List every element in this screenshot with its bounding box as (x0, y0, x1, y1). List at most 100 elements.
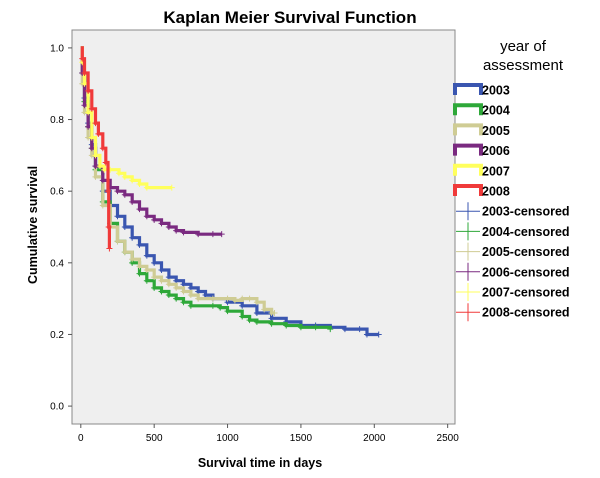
censor-mark (173, 227, 180, 234)
legend-swatch (456, 283, 480, 301)
censor-mark (114, 188, 121, 195)
censor-mark (375, 331, 382, 338)
censor-mark (85, 109, 92, 116)
censor-mark (129, 234, 136, 241)
legend-swatch (456, 242, 480, 261)
censor-mark (121, 173, 128, 180)
censor-mark (218, 231, 225, 238)
censor-mark (104, 188, 111, 195)
censor-mark (158, 220, 165, 227)
legend-item-2007-censored: 2007-censored (456, 283, 570, 301)
censor-mark (136, 241, 143, 248)
legend-swatch (453, 83, 483, 95)
censor-mark (151, 274, 158, 281)
legend-label: 2007-censored (482, 286, 570, 300)
x-tick-label: 1000 (216, 433, 239, 444)
legend-label: 2006-censored (482, 265, 570, 279)
censor-mark (99, 145, 106, 152)
legend-swatch (456, 303, 480, 322)
censor-mark (81, 102, 88, 109)
legend-title-line: assessment (483, 57, 564, 74)
censor-mark (85, 123, 92, 130)
censor-mark (158, 277, 165, 284)
legend-item-2003: 2003 (453, 83, 510, 98)
legend-entries: 2003 2004 2005 2006 2007 2008 2003-censored 200… (453, 83, 570, 322)
chart-title: Kaplan Meier Survival Function (163, 8, 416, 27)
censor-mark (85, 87, 92, 94)
y-tick-label: 0.8 (50, 115, 64, 126)
censor-mark (180, 288, 187, 295)
legend-item-2006: 2006 (453, 143, 510, 158)
legend-swatch (453, 163, 483, 176)
x-axis-label: Survival time in days (198, 456, 322, 470)
x-axis: 0 500 1000 1500 2000 2500 (78, 424, 459, 444)
censor-marks-2008 (79, 55, 113, 252)
legend-item-2007: 2007 (453, 163, 510, 178)
censor-mark (115, 170, 122, 177)
censor-mark (143, 252, 150, 259)
censor-mark (239, 313, 246, 320)
censor-mark (195, 288, 202, 295)
legend-label: 2003-censored (482, 205, 570, 219)
censor-mark (99, 202, 106, 209)
legend-label: 2004-censored (482, 225, 570, 239)
censor-mark (88, 105, 95, 112)
censor-mark (151, 259, 158, 266)
y-tick-label: 0.6 (50, 187, 64, 198)
censor-mark (239, 302, 246, 309)
censor-mark (271, 309, 278, 316)
legend-swatch (453, 143, 483, 156)
y-tick-label: 0.4 (50, 258, 64, 269)
legend-swatch (456, 202, 480, 221)
x-tick-label: 1500 (290, 433, 313, 444)
censor-mark (268, 320, 275, 327)
legend-label: 2006 (482, 144, 510, 158)
legend-item-2004: 2004 (453, 103, 510, 118)
censor-mark (143, 266, 150, 273)
censor-mark (143, 213, 150, 220)
censor-mark (209, 302, 216, 309)
censor-mark (121, 249, 128, 256)
censor-mark (187, 292, 194, 299)
censor-mark (92, 152, 99, 159)
legend-item-2006-censored: 2006-censored (456, 262, 570, 281)
censor-mark (114, 213, 121, 220)
legend-label: 2008 (482, 185, 510, 199)
x-tick-label: 0 (78, 433, 84, 444)
legend-label: 2004 (482, 104, 510, 118)
legend-item-2008-censored: 2008-censored (456, 303, 570, 322)
censor-mark (151, 284, 158, 291)
censor-mark (101, 166, 108, 173)
censor-mark (187, 284, 194, 291)
censor-mark (224, 295, 231, 302)
legend-swatch (453, 123, 483, 136)
censor-mark (158, 266, 165, 273)
censor-mark (114, 238, 121, 245)
legend-label: 2005-censored (482, 245, 570, 259)
censor-mark (121, 191, 128, 198)
censor-mark (356, 326, 363, 333)
censor-mark (129, 256, 136, 263)
censor-mark (312, 324, 319, 331)
censor-mark (81, 69, 88, 76)
censor-mark (195, 295, 202, 302)
censor-mark (341, 326, 348, 333)
censor-mark (231, 297, 238, 304)
censor-mark (173, 295, 180, 302)
censor-mark (187, 302, 194, 309)
censor-mark (121, 224, 128, 230)
censor-mark (165, 292, 172, 299)
series-layer (79, 46, 382, 338)
censor-mark (151, 216, 158, 223)
y-tick-label: 1.0 (50, 43, 64, 54)
censor-mark (95, 130, 102, 137)
censor-mark (180, 299, 187, 306)
censor-mark (363, 331, 370, 338)
censor-mark (92, 120, 99, 127)
censor-mark (195, 231, 202, 238)
censor-mark (165, 224, 172, 230)
censor-mark (106, 245, 113, 252)
censor-mark (209, 231, 216, 238)
legend-label: 2005 (482, 124, 510, 138)
